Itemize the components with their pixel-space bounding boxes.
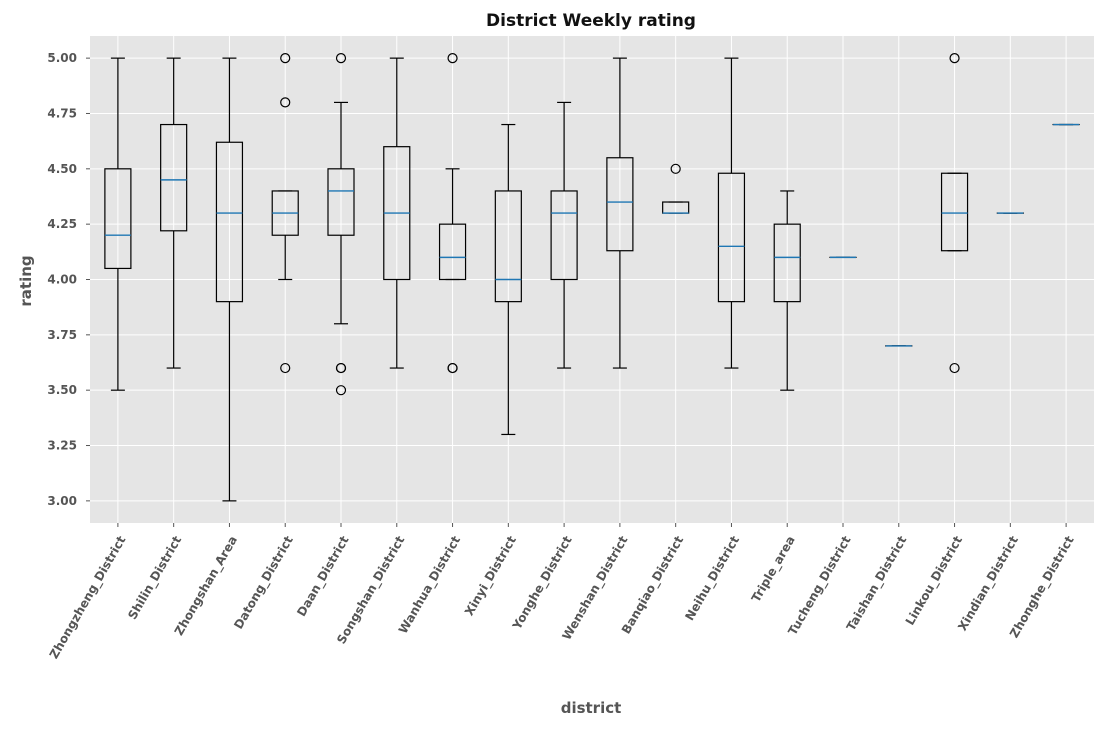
box-Wenshan_District (606, 57, 634, 369)
y-tick-label: 3.50 (47, 383, 77, 397)
iqr-box (773, 223, 801, 303)
x-tick-label: Shilin_District (125, 533, 185, 622)
iqr-box (327, 168, 355, 236)
x-tick-label: Xinyi_District (462, 533, 520, 618)
y-tick-label: 3.00 (47, 494, 77, 508)
iqr-box (215, 141, 244, 303)
chart-title: District Weekly rating (486, 11, 696, 31)
y-tick-label: 5.00 (47, 51, 77, 65)
box-layer (104, 53, 1080, 502)
y-tick-label: 4.00 (47, 273, 77, 287)
x-tick-label: Zhongshan_Area (172, 534, 241, 639)
iqr-box (160, 123, 188, 232)
x-tick-label: Wanhua_District (396, 533, 464, 636)
box-Triple_area (773, 190, 801, 391)
box-Neihu_District (717, 57, 746, 369)
outlier-point (280, 97, 291, 108)
outlier-point (280, 362, 291, 374)
x-tick-label: Taishan_District (844, 533, 911, 633)
y-tick-label: 4.25 (47, 217, 77, 231)
x-axis-label: district (561, 699, 622, 717)
outlier-point (670, 163, 681, 174)
outlier-point (447, 53, 458, 64)
outlier-point (949, 53, 960, 64)
box-Datong_District (271, 53, 299, 374)
x-tick-label: Neihu_District (682, 533, 743, 623)
iqr-box (494, 190, 522, 303)
y-tick-label: 3.25 (47, 439, 77, 453)
iqr-box (717, 172, 746, 303)
box-Zhongzheng_District (104, 57, 132, 391)
x-tick-label: Daan_District (294, 533, 352, 619)
outlier-point (335, 362, 347, 374)
x-tick-label: Zhongzheng_District (47, 533, 130, 661)
box-Wanhua_District (438, 53, 467, 374)
box-Yonghe_District (550, 101, 578, 369)
box-Songshan_District (383, 57, 411, 369)
box-Daan_District (327, 53, 355, 396)
x-tick-label: Datong_District (231, 533, 297, 632)
y-tick-label: 4.75 (47, 106, 77, 120)
iqr-box (606, 157, 634, 252)
x-tick-label: Zhonghe_District (1007, 533, 1078, 640)
box-Zhongshan_Area (215, 57, 244, 502)
x-tick-label: Yonghe_District (509, 533, 575, 633)
outlier-point (280, 53, 291, 64)
box-Banqiao_District (662, 163, 690, 214)
box-Shilin_District (160, 57, 188, 369)
box-Xinyi_District (494, 123, 522, 436)
iqr-box (438, 223, 467, 281)
x-tick-label: Banqiao_District (619, 533, 687, 637)
y-tick-label: 4.50 (47, 162, 77, 176)
x-tick-label: Xindian_District (955, 533, 1022, 633)
y-tick-label: 3.75 (47, 328, 77, 342)
outlier-point (447, 362, 458, 374)
x-tick-label: Tucheng_District (785, 533, 854, 638)
outlier-point (949, 362, 960, 374)
box-Linkou_District (940, 53, 969, 374)
iqr-box (940, 172, 969, 252)
x-tick-label: Linkou_District (903, 533, 966, 628)
outlier-point (335, 385, 347, 396)
outlier-point (335, 53, 347, 64)
iqr-box (104, 168, 132, 270)
y-axis-label: rating (17, 255, 35, 306)
iqr-box (550, 190, 578, 281)
x-tick-label: Triple_area (749, 534, 799, 606)
